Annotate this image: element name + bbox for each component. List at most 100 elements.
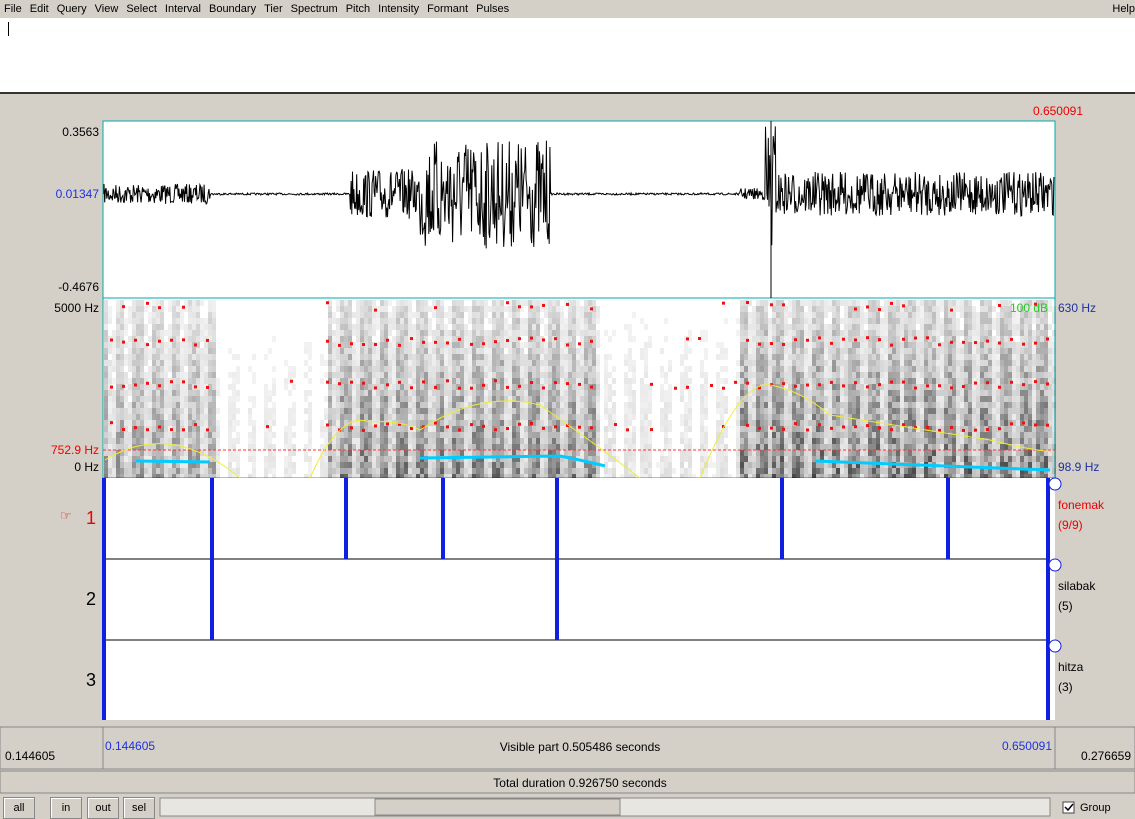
spectrogram-cell: [400, 402, 404, 408]
spectrogram-cell: [332, 474, 336, 480]
spectrogram-cell: [364, 336, 368, 342]
spectrogram-cell: [592, 378, 596, 384]
spectrogram-cell: [844, 402, 848, 408]
spectrogram-cell: [748, 402, 752, 408]
spectrogram-cell: [860, 366, 864, 372]
spectrogram-cell: [828, 414, 832, 420]
spectrogram-cell: [508, 336, 512, 342]
spectrogram-cell: [132, 414, 136, 420]
spectrogram-cell: [592, 450, 596, 456]
menu-item[interactable]: Pitch: [345, 3, 371, 15]
spectrogram-cell: [640, 402, 644, 408]
spectrogram-cell: [536, 444, 540, 450]
spectrogram-cell: [176, 450, 180, 456]
spectrogram-cell: [920, 324, 924, 330]
spectrogram-cell: [484, 456, 488, 462]
spectrogram-cell: [156, 318, 160, 324]
spectrogram-cell: [484, 432, 488, 438]
menu-help[interactable]: Help: [1112, 3, 1135, 15]
spectrogram-cell: [364, 438, 368, 444]
spectrogram-cell: [392, 360, 396, 366]
spectrogram-cell: [208, 450, 212, 456]
spectrogram-cell: [560, 420, 564, 426]
spectrogram-cell: [836, 306, 840, 312]
menu-item[interactable]: Tier: [264, 3, 283, 15]
spectrogram-cell: [468, 366, 472, 372]
menu-item[interactable]: File: [4, 3, 22, 15]
spectrogram-cell: [680, 450, 684, 456]
spectrogram-cell: [948, 324, 952, 330]
menu-item[interactable]: Boundary: [208, 3, 257, 15]
menu-item[interactable]: Formant: [427, 3, 469, 15]
spectrogram-cell: [724, 366, 728, 372]
spectrogram-cell: [856, 342, 860, 348]
spectrogram-cell: [184, 402, 188, 408]
spectrogram-cell: [460, 390, 464, 396]
spectrogram-cell: [700, 468, 704, 474]
spectrogram-cell: [668, 402, 672, 408]
spectrogram-cell: [292, 432, 296, 438]
spectrogram-cell: [868, 312, 872, 318]
spectrogram-cell: [536, 468, 540, 474]
spectrogram-cell: [416, 408, 420, 414]
spectrogram-cell: [744, 450, 748, 456]
spectrogram-cell: [272, 384, 276, 390]
spectrogram-cell: [228, 402, 232, 408]
spectrogram-cell: [572, 432, 576, 438]
spectrogram-cell: [360, 318, 364, 324]
spectrogram-cell: [396, 456, 400, 462]
spectrogram-cell: [520, 318, 524, 324]
text-field[interactable]: [0, 18, 1135, 94]
spectrogram-cell: [560, 360, 564, 366]
menu-item[interactable]: View: [94, 3, 119, 15]
spectrogram-cell: [172, 354, 176, 360]
spectrogram-cell: [376, 360, 380, 366]
spectrogram-cell: [372, 414, 376, 420]
spectrogram-cell: [544, 330, 548, 336]
spectrogram-cell: [896, 318, 900, 324]
spectrogram-cell: [456, 312, 460, 318]
spectrogram-cell: [500, 468, 504, 474]
spectrogram-cell: [596, 474, 600, 480]
spectrogram-cell: [792, 414, 796, 420]
menu-item[interactable]: Pulses: [476, 3, 510, 15]
spectrogram-cell: [628, 324, 632, 330]
spectrogram-cell: [172, 342, 176, 348]
spectrogram-cell: [668, 468, 672, 474]
spectrogram-cell: [372, 456, 376, 462]
spectrogram-cell: [572, 474, 576, 480]
spectrogram-cell: [536, 426, 540, 432]
spectrogram-cell: [700, 444, 704, 450]
spectrogram-cell: [944, 438, 948, 444]
spectrogram-cell: [884, 324, 888, 330]
spectrogram-cell: [572, 444, 576, 450]
spectrogram-cell: [196, 444, 200, 450]
spectrogram-cell: [504, 468, 508, 474]
spectrogram-cell: [784, 336, 788, 342]
spectrogram-cell: [752, 306, 756, 312]
spectrogram-cell: [536, 450, 540, 456]
spectrogram-cell: [516, 306, 520, 312]
menu-item[interactable]: Intensity: [378, 3, 420, 15]
spectrogram-cell: [176, 372, 180, 378]
spectrogram-cell: [528, 444, 532, 450]
spectrogram-cell: [900, 330, 904, 336]
spectrogram-cell: [588, 402, 592, 408]
spectrogram-cell: [308, 468, 312, 474]
menu-item[interactable]: Interval: [164, 3, 201, 15]
spectrogram-cell: [228, 420, 232, 426]
spectrogram-cell: [388, 366, 392, 372]
spectrogram-cell: [908, 366, 912, 372]
spectrogram-cell: [208, 318, 212, 324]
spectrogram-cell: [448, 372, 452, 378]
menu-item[interactable]: Query: [56, 3, 87, 15]
spectrogram-cell: [548, 444, 552, 450]
spectrogram-cell: [368, 444, 372, 450]
spectrogram-cell: [136, 408, 140, 414]
spectrogram-cell: [860, 360, 864, 366]
menu-item[interactable]: Edit: [29, 3, 49, 15]
spectrogram-cell: [248, 408, 252, 414]
spectrogram-cell: [172, 450, 176, 456]
menu-item[interactable]: Select: [126, 3, 157, 15]
menu-item[interactable]: Spectrum: [290, 3, 338, 15]
